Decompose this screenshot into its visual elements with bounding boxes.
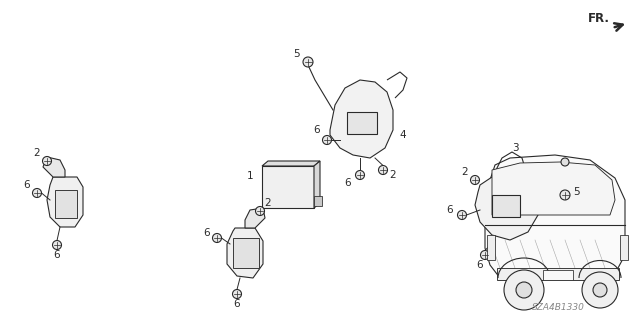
Text: 6: 6 xyxy=(314,125,320,135)
Circle shape xyxy=(516,282,532,298)
Bar xyxy=(620,235,628,260)
Circle shape xyxy=(42,157,51,166)
Circle shape xyxy=(378,166,387,174)
Circle shape xyxy=(212,234,221,242)
Circle shape xyxy=(303,57,313,67)
Circle shape xyxy=(561,158,569,166)
Polygon shape xyxy=(330,80,393,158)
Polygon shape xyxy=(43,157,65,177)
Bar xyxy=(543,270,573,280)
Polygon shape xyxy=(47,177,83,227)
Polygon shape xyxy=(245,208,265,228)
Bar xyxy=(497,268,619,280)
Text: 6: 6 xyxy=(447,205,453,215)
Polygon shape xyxy=(314,161,320,208)
Circle shape xyxy=(470,175,479,184)
Bar xyxy=(492,195,520,217)
Text: 6: 6 xyxy=(204,228,211,238)
Text: 6: 6 xyxy=(234,299,240,309)
Circle shape xyxy=(504,270,544,310)
Text: 2: 2 xyxy=(461,167,468,177)
Circle shape xyxy=(33,189,42,197)
Circle shape xyxy=(458,211,467,219)
Circle shape xyxy=(323,136,332,145)
Circle shape xyxy=(560,190,570,200)
Text: 4: 4 xyxy=(400,130,406,140)
Text: 2: 2 xyxy=(34,148,40,158)
Polygon shape xyxy=(227,228,263,278)
Polygon shape xyxy=(262,161,320,166)
Text: FR.: FR. xyxy=(588,11,610,25)
Circle shape xyxy=(481,250,490,259)
Text: 6: 6 xyxy=(24,180,30,190)
Bar xyxy=(487,235,495,260)
Polygon shape xyxy=(492,162,615,215)
Text: 6: 6 xyxy=(345,178,351,188)
Text: 2: 2 xyxy=(390,170,396,180)
Circle shape xyxy=(52,241,61,249)
Text: SZA4B1330: SZA4B1330 xyxy=(532,303,584,313)
Polygon shape xyxy=(485,155,625,280)
Circle shape xyxy=(593,283,607,297)
Text: 6: 6 xyxy=(54,250,60,260)
Polygon shape xyxy=(475,172,538,240)
Text: 1: 1 xyxy=(246,171,253,181)
Bar xyxy=(347,112,377,134)
Text: 5: 5 xyxy=(573,187,580,197)
Text: 2: 2 xyxy=(265,198,271,208)
Circle shape xyxy=(582,272,618,308)
Circle shape xyxy=(355,170,365,180)
Circle shape xyxy=(232,290,241,299)
Text: 3: 3 xyxy=(512,143,518,153)
Polygon shape xyxy=(262,166,314,208)
Text: 6: 6 xyxy=(477,260,483,270)
Bar xyxy=(233,238,259,268)
Bar xyxy=(55,190,77,218)
Circle shape xyxy=(255,206,264,216)
Bar xyxy=(314,196,322,206)
Text: 5: 5 xyxy=(292,49,300,59)
